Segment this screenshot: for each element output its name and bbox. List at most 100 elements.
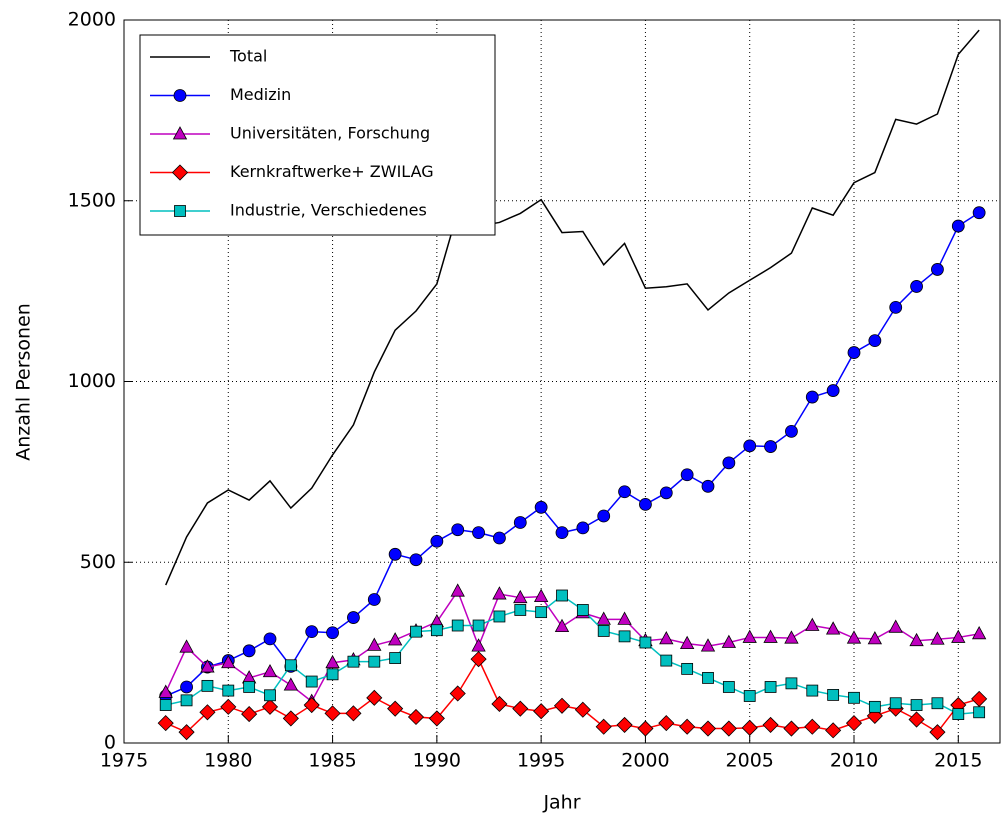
marker	[472, 526, 485, 540]
marker	[303, 696, 320, 714]
marker	[576, 521, 590, 535]
marker	[868, 334, 882, 348]
marker	[617, 611, 632, 625]
marker	[971, 625, 987, 640]
marker	[553, 697, 571, 714]
plot-frame	[123, 19, 1001, 744]
marker	[806, 684, 819, 697]
marker	[200, 659, 215, 673]
marker	[262, 663, 278, 678]
marker	[305, 625, 319, 639]
marker	[616, 716, 633, 733]
marker	[201, 679, 214, 692]
marker	[283, 677, 299, 691]
series-line	[165, 589, 980, 703]
series-line	[165, 657, 980, 734]
marker	[639, 636, 652, 649]
marker	[805, 617, 820, 631]
marker	[889, 697, 902, 710]
marker	[764, 681, 777, 693]
marker	[305, 675, 318, 688]
marker	[368, 655, 381, 668]
marker	[785, 677, 798, 690]
marker	[660, 654, 673, 667]
marker	[618, 630, 631, 643]
marker	[952, 708, 965, 720]
marker	[783, 720, 800, 737]
marker	[533, 703, 550, 720]
marker	[449, 685, 466, 702]
marker	[491, 695, 508, 713]
series-line	[165, 212, 980, 697]
x-tick-label: 1975	[100, 750, 148, 772]
marker	[325, 654, 340, 669]
marker	[597, 625, 610, 637]
marker	[637, 720, 654, 737]
marker	[574, 701, 591, 718]
marker	[846, 630, 862, 644]
marker	[889, 300, 903, 314]
marker	[172, 126, 188, 140]
marker	[534, 500, 548, 514]
marker	[430, 624, 443, 637]
x-tick-label: 1995	[517, 750, 565, 772]
legend-label: Medizin	[230, 85, 291, 104]
marker	[388, 547, 402, 561]
marker	[347, 611, 360, 624]
marker	[720, 720, 737, 737]
x-tick-label: 1980	[204, 750, 252, 772]
marker	[680, 468, 694, 482]
marker	[387, 632, 403, 646]
marker	[722, 456, 736, 470]
marker	[282, 710, 299, 727]
marker	[513, 589, 528, 604]
marker	[701, 479, 715, 493]
marker	[931, 263, 944, 276]
x-tick-label: 2005	[726, 750, 774, 772]
marker	[597, 509, 611, 523]
legend-frame	[139, 34, 496, 236]
marker	[409, 553, 423, 567]
marker	[908, 711, 925, 728]
marker	[722, 681, 735, 693]
marker	[784, 630, 799, 644]
marker	[512, 700, 529, 717]
marker	[173, 89, 187, 102]
x-tick-label: 1990	[413, 750, 461, 772]
marker	[171, 164, 189, 181]
marker	[159, 699, 172, 711]
marker	[868, 700, 881, 713]
marker	[367, 637, 382, 651]
marker	[222, 684, 235, 697]
marker	[826, 384, 840, 397]
marker	[805, 390, 819, 404]
y-tick-label: 500	[80, 551, 116, 573]
y-tick-label: 2000	[68, 9, 116, 31]
marker	[263, 632, 277, 646]
legend-label: Industrie, Verschiedenes	[230, 201, 427, 220]
marker	[451, 619, 464, 632]
marker	[825, 621, 841, 635]
marker	[430, 534, 444, 548]
marker	[930, 631, 945, 645]
marker	[681, 662, 694, 675]
marker	[825, 722, 842, 739]
marker	[451, 523, 465, 537]
marker	[158, 684, 173, 698]
marker	[721, 634, 737, 648]
marker	[743, 439, 757, 453]
marker	[679, 718, 696, 735]
marker	[326, 626, 339, 640]
legend-label: Universitäten, Forschung	[230, 124, 430, 143]
marker	[658, 715, 675, 732]
x-tick-label: 1985	[308, 750, 356, 772]
marker	[326, 668, 339, 681]
marker	[493, 610, 506, 623]
marker	[971, 690, 988, 707]
x-tick-label: 2000	[621, 750, 669, 772]
marker	[428, 710, 445, 727]
marker	[741, 719, 758, 736]
y-tick-label: 0	[104, 732, 116, 754]
marker	[243, 681, 256, 693]
